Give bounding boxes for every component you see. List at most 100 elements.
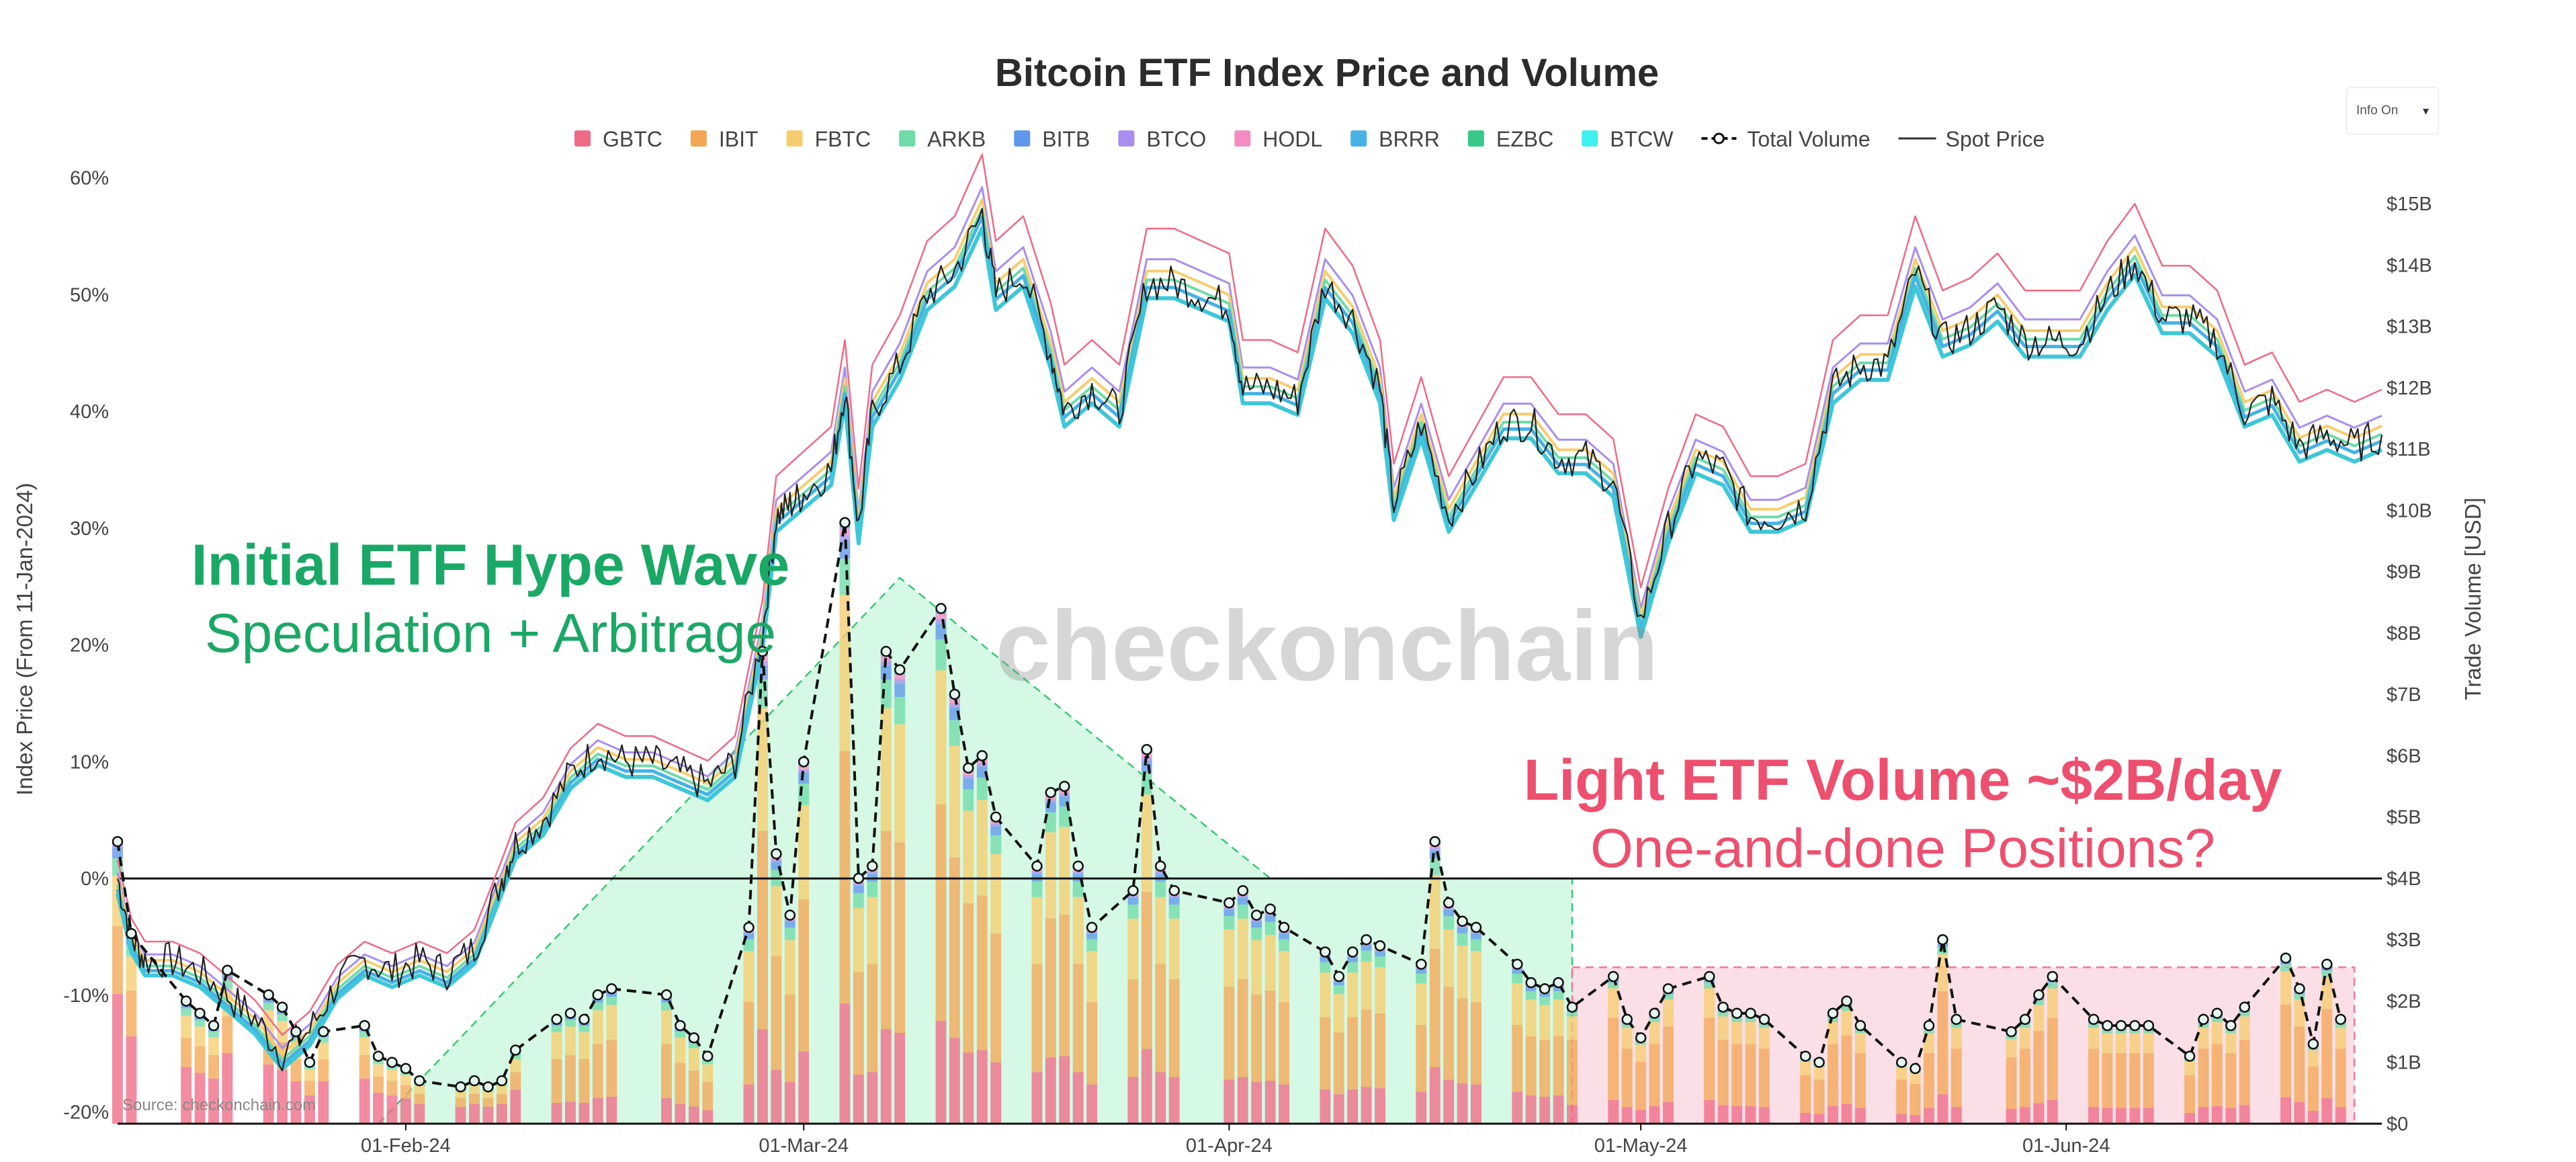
volume-bar-bitb (853, 885, 864, 893)
legend-item-ibit[interactable]: IBIT (690, 127, 759, 151)
volume-bar-ibit (1141, 891, 1152, 1049)
total-volume-point (1635, 1032, 1647, 1044)
volume-bar-gbtc (757, 1029, 768, 1124)
volume-bar-fbtc (400, 1075, 411, 1085)
volume-bar-gbtc (1854, 1108, 1866, 1124)
volume-bar-ibit (606, 1040, 617, 1097)
legend-item-bitb[interactable]: BITB (1014, 127, 1090, 151)
volume-bar-gbtc (963, 1052, 974, 1124)
info-toggle-button[interactable]: Info On ▾ (2346, 87, 2439, 134)
volume-bar-ibit (1086, 1001, 1098, 1085)
volume-bar-fbtc (2280, 971, 2291, 1005)
volume-bar-btco (1443, 907, 1455, 910)
volume-bar-fbtc (1045, 832, 1056, 919)
total-volume-point (2307, 1038, 2319, 1050)
volume-bar-fbtc (2047, 988, 2058, 1018)
volume-bar-fbtc (1649, 1022, 1660, 1044)
volume-bar-arkb (1347, 962, 1359, 973)
volume-bar-ibit (1896, 1079, 1907, 1114)
volume-bar-arkb (1745, 1018, 1756, 1022)
volume-bar-arkb (578, 1026, 590, 1032)
volume-bar-gbtc (565, 1102, 576, 1124)
total-volume-point (1333, 970, 1345, 983)
volume-bar-fbtc (277, 1021, 288, 1042)
legend-item-spot-price[interactable]: Spot Price (1898, 127, 2045, 151)
volume-bar-gbtc (743, 1084, 755, 1124)
legend-item-hodl[interactable]: HODL (1234, 127, 1322, 151)
volume-bar-ibit (1635, 1062, 1646, 1110)
volume-bar-fbtc (1854, 1033, 1866, 1053)
volume-bar-fbtc (894, 724, 906, 843)
legend-item-total-volume[interactable]: Total Volume (1701, 127, 1871, 151)
volume-bar-bitb (1333, 981, 1344, 986)
volume-bar-ibit (126, 991, 137, 1036)
volume-bar-ibit (1375, 1013, 1385, 1089)
volume-bar-fbtc (1237, 918, 1248, 979)
volume-bar-arkb (935, 639, 947, 671)
volume-bar-fbtc (1758, 1028, 1770, 1049)
volume-bar-fbtc (208, 1037, 219, 1055)
legend-item-btcw[interactable]: BTCW (1582, 127, 1674, 151)
volume-bar-ibit (1800, 1075, 1811, 1113)
total-volume-point (290, 1026, 302, 1038)
total-volume-point (1937, 933, 1948, 946)
volume-bar-gbtc (2280, 1097, 2291, 1124)
volume-bar-arkb (2225, 1029, 2237, 1034)
total-volume-point (1141, 744, 1153, 755)
volume-bar-gbtc (894, 1032, 906, 1124)
volume-bar-arkb (318, 1037, 329, 1043)
volume-bar-gbtc (2184, 1112, 2195, 1124)
volume-bar-fbtc (1745, 1022, 1756, 1044)
volume-bar-ibit (2239, 1040, 2250, 1106)
volume-bar-btco (867, 871, 878, 874)
volume-bar-arkb (853, 893, 864, 908)
volume-bar-gbtc (1525, 1095, 1537, 1124)
volume-bar-gbtc (1072, 1072, 1084, 1124)
volume-bar-arkb (990, 835, 1002, 854)
volume-bar-fbtc (743, 951, 755, 1002)
volume-bar-arkb (2020, 1024, 2030, 1028)
legend-item-ezbc[interactable]: EZBC (1467, 127, 1553, 151)
volume-bar-gbtc (318, 1081, 329, 1124)
volume-bar-ibit (578, 1059, 590, 1103)
volume-bar-fbtc (1059, 827, 1070, 915)
total-volume-point (1443, 897, 1455, 909)
total-volume-point (1758, 1013, 1770, 1026)
legend-item-fbtc[interactable]: FBTC (786, 127, 871, 151)
total-volume-point (318, 1026, 329, 1038)
volume-bar-arkb (1031, 881, 1043, 897)
volume-bar-gbtc (2294, 1102, 2305, 1124)
volume-bar-fbtc (1072, 897, 1084, 964)
legend-swatch (786, 130, 803, 147)
legend-swatch (1350, 130, 1367, 147)
volume-bar-gbtc (1813, 1114, 1825, 1124)
volume-bar-arkb (606, 997, 617, 1005)
volume-bar-gbtc (592, 1097, 603, 1124)
volume-bar-ibit (867, 964, 878, 1073)
volume-bar-arkb (1168, 905, 1180, 919)
legend-item-brrr[interactable]: BRRR (1350, 127, 1440, 151)
y-right-tick-label: $12B (2387, 378, 2432, 399)
volume-bar-gbtc (1141, 1048, 1152, 1124)
volume-bar-gbtc (1361, 1087, 1372, 1124)
total-volume-point (1154, 860, 1166, 872)
volume-bar-gbtc (702, 1110, 714, 1124)
volume-bar-ibit (1745, 1044, 1756, 1106)
total-volume-point (2102, 1020, 2113, 1032)
total-volume-point (784, 909, 796, 921)
total-volume-point (798, 756, 810, 767)
volume-bar-arkb (1471, 939, 1482, 951)
volume-bar-arkb (963, 789, 974, 811)
volume-bar-fbtc (1223, 929, 1235, 987)
volume-bar-fbtc (551, 1032, 562, 1059)
volume-bar-gbtc (675, 1104, 686, 1124)
volume-bar-gbtc (1045, 1057, 1056, 1124)
legend-item-arkb[interactable]: ARKB (899, 127, 986, 151)
total-volume-point (675, 1020, 686, 1032)
volume-bar-btco (894, 679, 906, 683)
total-volume-point (1346, 946, 1359, 958)
volume-bar-ibit (1525, 1036, 1537, 1096)
volume-bar-arkb (2116, 1029, 2127, 1034)
legend-item-btco[interactable]: BTCO (1118, 127, 1206, 151)
legend-item-gbtc[interactable]: GBTC (574, 127, 662, 151)
